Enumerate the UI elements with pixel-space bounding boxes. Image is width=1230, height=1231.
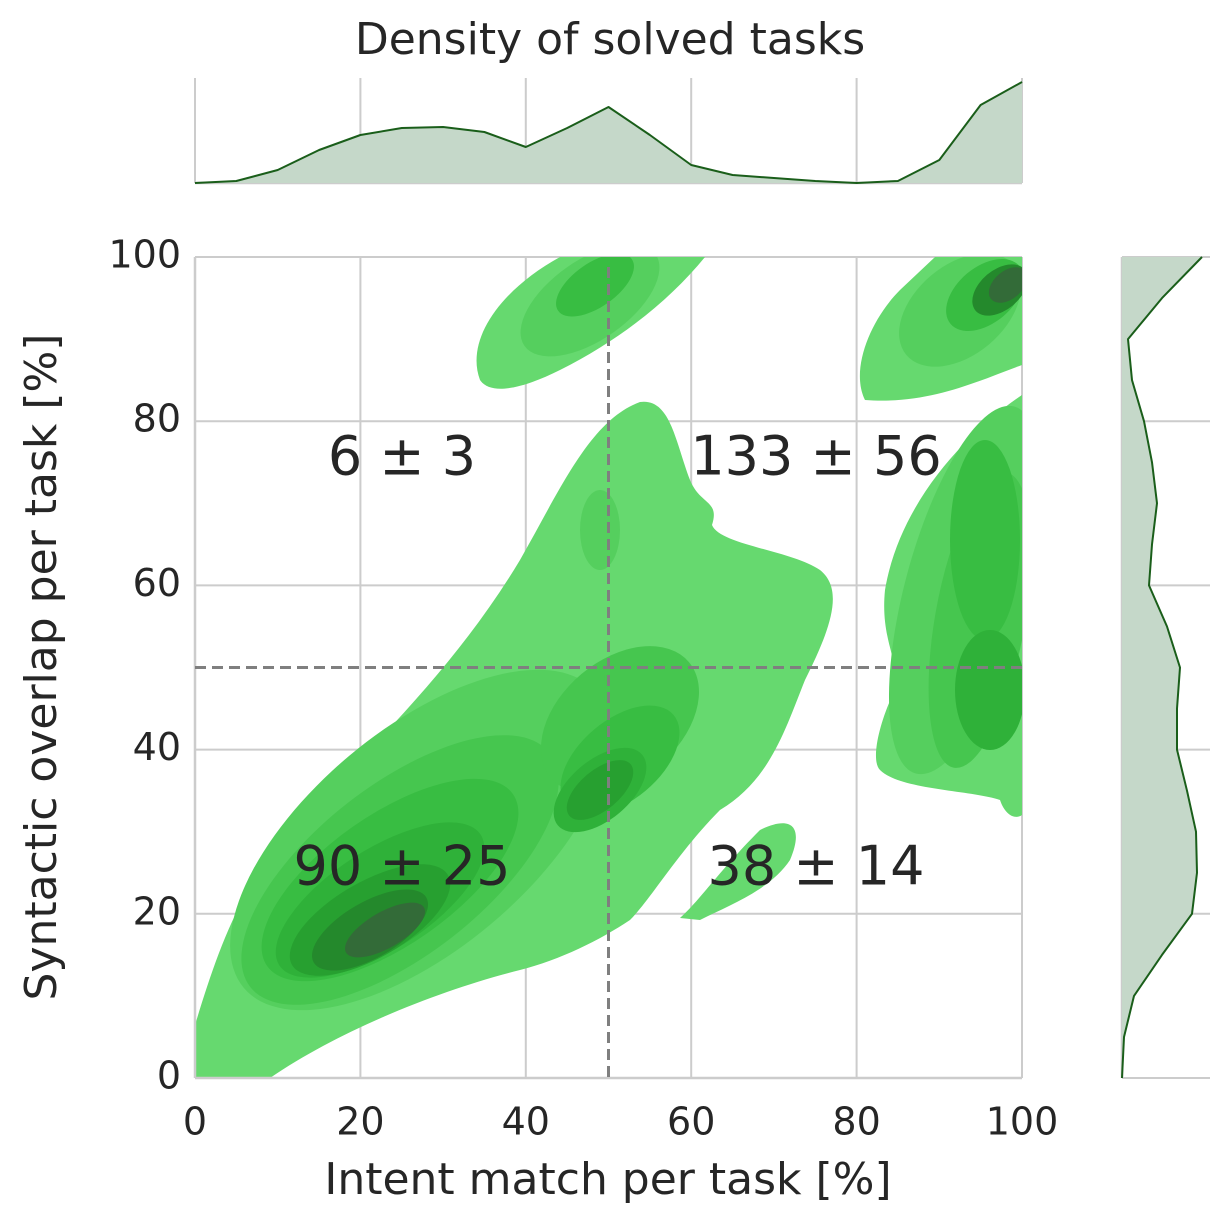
y-tick-label: 80 bbox=[133, 397, 181, 441]
x-axis-label: Intent match per task [%] bbox=[324, 1154, 891, 1205]
annotation: 38 ± 14 bbox=[707, 835, 924, 898]
density-contour bbox=[566, 760, 634, 820]
x-tick-label: 100 bbox=[986, 1100, 1059, 1144]
y-tick-label: 0 bbox=[157, 1054, 181, 1098]
density-contour bbox=[580, 490, 620, 570]
density-contour bbox=[988, 267, 1022, 303]
x-tick-label: 0 bbox=[183, 1100, 207, 1144]
y-axis-label: Syntactic overlap per task [%] bbox=[16, 334, 67, 1001]
marginal-area bbox=[195, 82, 1022, 183]
marginal-area bbox=[1122, 257, 1202, 1078]
x-tick-label: 20 bbox=[336, 1100, 384, 1144]
y-tick-label: 20 bbox=[133, 889, 181, 933]
y-tick-label: 100 bbox=[108, 233, 181, 277]
marginal-density bbox=[194, 81, 1023, 184]
density-contour bbox=[950, 440, 1020, 640]
density-contours bbox=[195, 257, 1022, 1078]
density-contour bbox=[556, 257, 634, 317]
density-contour bbox=[345, 902, 425, 958]
y-tick-label: 60 bbox=[133, 561, 181, 605]
y-tick-label: 40 bbox=[133, 725, 181, 769]
annotation: 133 ± 56 bbox=[690, 425, 941, 488]
x-tick-label: 80 bbox=[832, 1100, 880, 1144]
density-contour bbox=[680, 823, 796, 920]
marginal-density bbox=[1121, 256, 1203, 1079]
chart-title: Density of solved tasks bbox=[355, 14, 865, 65]
annotation: 90 ± 25 bbox=[293, 835, 510, 898]
x-tick-label: 60 bbox=[667, 1100, 715, 1144]
annotation: 6 ± 3 bbox=[328, 425, 476, 488]
density-contour bbox=[955, 630, 1022, 750]
x-tick-label: 40 bbox=[502, 1100, 550, 1144]
